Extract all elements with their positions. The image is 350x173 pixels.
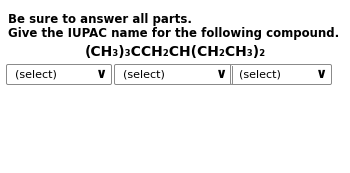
FancyBboxPatch shape [7,65,112,84]
Text: (select): (select) [15,70,57,80]
Text: Give the IUPAC name for the following compound.: Give the IUPAC name for the following co… [8,27,339,40]
Text: ∨: ∨ [216,67,228,81]
Text: Be sure to answer all parts.: Be sure to answer all parts. [8,13,192,26]
Text: ∨: ∨ [316,67,328,81]
Text: ∨: ∨ [96,67,108,81]
Text: (select): (select) [123,70,165,80]
FancyBboxPatch shape [114,65,231,84]
FancyBboxPatch shape [231,65,331,84]
Text: (select): (select) [239,70,281,80]
Text: (CH₃)₃CCH₂CH(CH₂CH₃)₂: (CH₃)₃CCH₂CH(CH₂CH₃)₂ [84,45,266,59]
